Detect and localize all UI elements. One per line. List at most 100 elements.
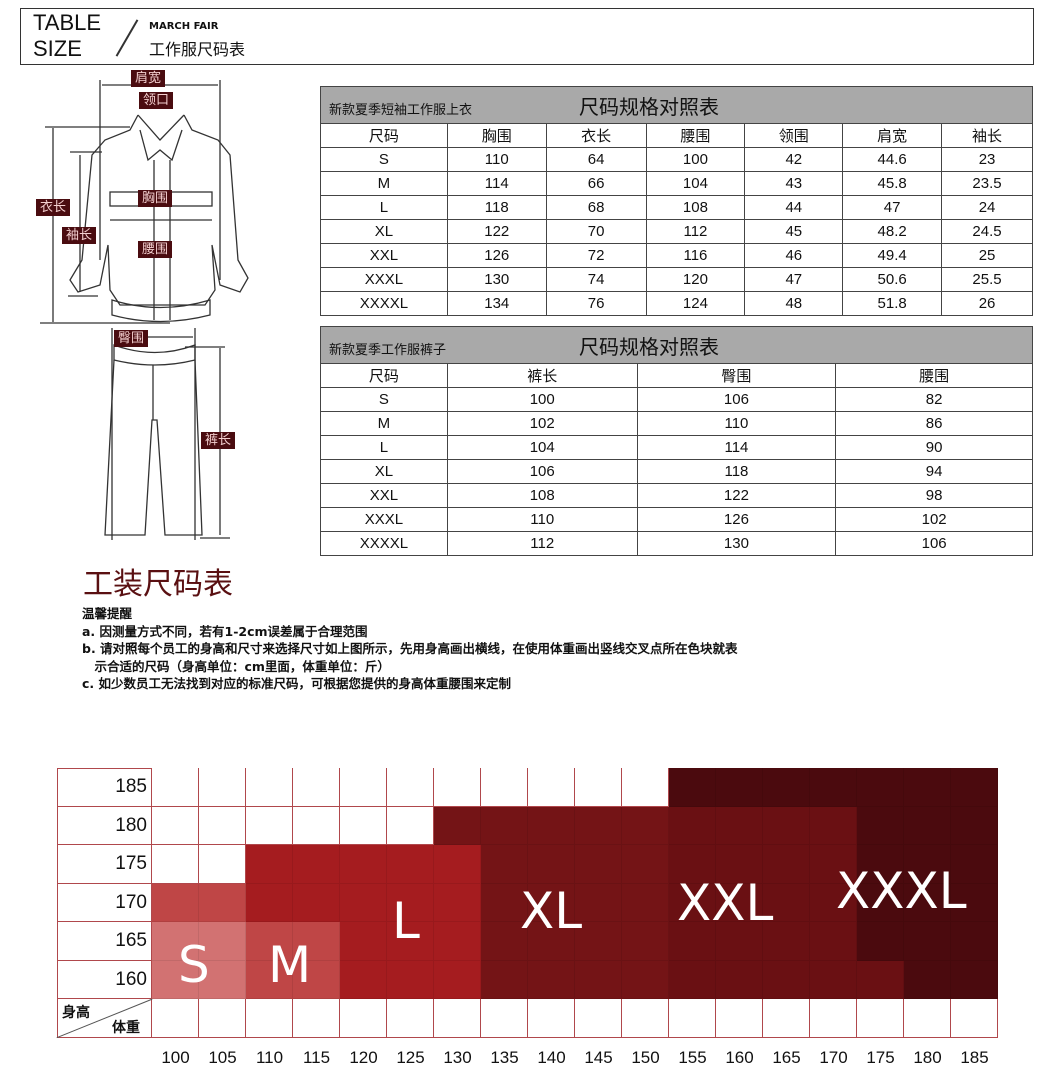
label-sleeve: 袖长	[62, 227, 97, 244]
weight-row-cell	[199, 999, 246, 1038]
guide-title: 工装尺码表	[83, 567, 233, 602]
grid-cell-s	[152, 922, 199, 961]
table-cell: 108	[645, 195, 746, 220]
table-subtitle: 新款夏季短袖工作服上衣	[329, 101, 473, 117]
grid-cell-xxl	[716, 845, 763, 884]
grid-cell-xl	[622, 845, 669, 884]
height-label-cell	[57, 806, 152, 845]
grid-cell-xxxl	[951, 768, 998, 807]
grid-cell-xxl	[857, 960, 904, 999]
table-row: XXXXL 112 130 106	[320, 531, 1033, 556]
weight-label: 120	[349, 1048, 378, 1067]
grid-cell-xl	[528, 922, 575, 961]
grid-cell-l	[340, 960, 387, 999]
grid-cell-xl	[434, 806, 481, 845]
table-cell: 106	[446, 459, 638, 484]
table-cell: 76	[545, 291, 647, 316]
weight-row-cell	[857, 999, 904, 1038]
grid-cell-xxxl	[951, 922, 998, 961]
weight-row-cell	[246, 999, 293, 1038]
grid-cell-l	[293, 845, 340, 884]
note-c: c. 如少数员工无法找到对应的标准尺码，可根据您提供的身高体重腰围来定制	[82, 676, 512, 691]
size-label-xxxl: XXXL	[836, 862, 967, 920]
table-cell: 94	[835, 459, 1033, 484]
table-cell: 112	[446, 531, 638, 556]
grid-cell-xxxl	[810, 768, 857, 807]
table-title: 新款夏季短袖工作服上衣 尺码规格对照表	[320, 86, 1033, 124]
table-row: XXXL 130 74 120 47 50.6 25.5	[320, 267, 1033, 292]
grid-cell-xl	[622, 922, 669, 961]
table-cell: XXXL	[320, 507, 448, 532]
table-cell: 104	[645, 171, 746, 196]
table-row: XXXXL 134 76 124 48 51.8 26	[320, 291, 1033, 316]
note-a: a. 因测量方式不同，若有1-2cm误差属于合理范围	[82, 623, 368, 639]
weight-label: 110	[255, 1048, 284, 1067]
grid-cell	[246, 768, 293, 807]
weight-label: 155	[678, 1048, 707, 1067]
weight-label: 115	[302, 1048, 331, 1067]
table-cell: 100	[446, 387, 638, 412]
table-cell: 120	[645, 267, 746, 292]
grid-cell-l	[340, 845, 387, 884]
table-row: S 110 64 100 42 44.6 23	[320, 147, 1033, 172]
grid-cell-xxl	[763, 845, 810, 884]
grid-cell-xxxl	[904, 922, 951, 961]
table-row: XXXL 110 126 102	[320, 507, 1033, 532]
table-cell: 98	[835, 483, 1033, 508]
grid-cell-xxl	[716, 883, 763, 922]
table-cell: 100	[645, 147, 746, 172]
divider	[115, 19, 139, 57]
column-header: 尺码	[320, 123, 448, 148]
height-label-cell	[57, 845, 152, 884]
table-cell: 122	[636, 483, 837, 508]
table-cell: 48.2	[842, 219, 943, 244]
grid-cell	[152, 806, 199, 845]
size-label-xl: XL	[520, 882, 583, 940]
table-cell: 45.8	[842, 171, 943, 196]
grid-cell	[528, 768, 575, 807]
weight-axis-label: 体重	[112, 1020, 140, 1036]
grid-cell-m	[152, 883, 199, 922]
grid-cell-xxl	[669, 845, 716, 884]
label-shoulder: 肩宽	[131, 70, 166, 87]
grid-cell	[387, 806, 434, 845]
grid-cell	[152, 768, 199, 807]
grid-cell-m	[246, 922, 293, 961]
table-cell: 118	[636, 459, 837, 484]
grid-cell-xxl	[716, 960, 763, 999]
table-cell: 23	[941, 147, 1033, 172]
table-cell: M	[320, 411, 448, 436]
table-cell: 68	[545, 195, 647, 220]
table-main-title: 尺码规格对照表	[579, 96, 719, 119]
label-collar: 领口	[139, 92, 174, 109]
label-hip: 臀围	[114, 330, 149, 347]
table-cell: 106	[835, 531, 1033, 556]
weight-row-cell	[387, 999, 434, 1038]
size-label-s: S	[178, 936, 210, 994]
grid-cell	[199, 806, 246, 845]
height-label-cell	[57, 883, 152, 922]
table-cell: 126	[446, 243, 547, 268]
table-cell: 49.4	[842, 243, 943, 268]
table-row: S 100 106 82	[320, 387, 1033, 412]
grid-cell-xxxl	[857, 883, 904, 922]
weight-label: 125	[396, 1048, 425, 1067]
grid-cell-xxxl	[904, 845, 951, 884]
table-cell: 106	[636, 387, 837, 412]
grid-cell-xl	[481, 922, 528, 961]
grid-cell-s	[199, 960, 246, 999]
grid-cell	[199, 845, 246, 884]
table-cell: 108	[446, 483, 638, 508]
table-cell: 122	[446, 219, 547, 244]
grid-cell-xl	[575, 883, 622, 922]
note-b-cont: 示合适的尺码（身高单位：cm里面，体重单位：斤）	[82, 658, 390, 674]
weight-label: 105	[208, 1048, 237, 1067]
weight-label: 175	[866, 1048, 895, 1067]
header-subtitle-en: MARCH FAIR	[149, 21, 219, 32]
height-label-cell	[57, 768, 152, 807]
grid-cell-xl	[481, 883, 528, 922]
table-cell: 45	[744, 219, 844, 244]
weight-label: 160	[725, 1048, 754, 1067]
grid-cell-xxl	[669, 883, 716, 922]
weight-label: 140	[537, 1048, 566, 1067]
